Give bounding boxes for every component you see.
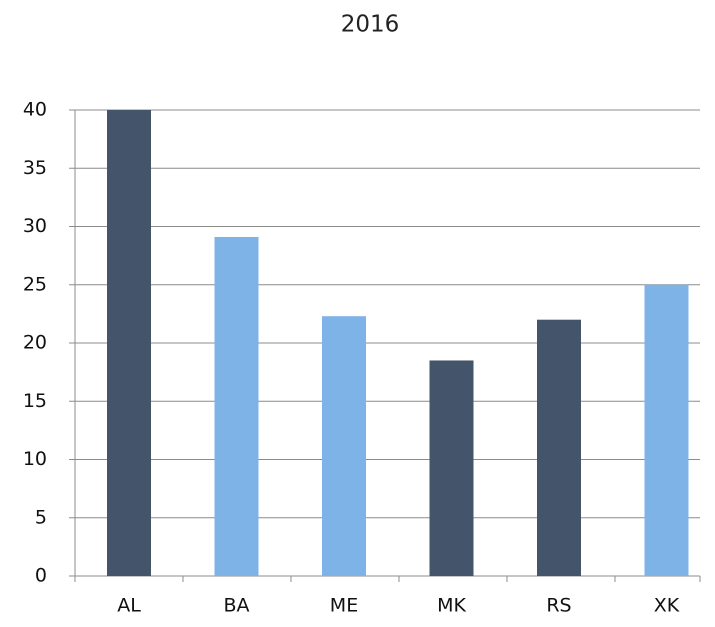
x-tick-label: ME [330,595,358,617]
y-tick-label: 35 [23,157,47,179]
bar [214,236,259,577]
bar [322,316,366,576]
chart-title: 2016 [341,12,400,38]
y-tick-label: 10 [23,448,47,470]
bar [107,110,151,576]
y-tick-label: 25 [23,273,47,295]
y-tick-label: 5 [35,506,47,528]
x-tick-label: RS [546,595,571,617]
y-tick-label: 20 [23,332,47,354]
bar [429,360,474,576]
bar [537,319,581,576]
y-tick-label: 40 [23,99,47,121]
x-tick-label: AL [117,595,141,617]
y-tick-label: 0 [35,565,47,587]
y-tick-label: 30 [23,215,47,237]
x-tick-label: XK [654,595,680,617]
bar [644,284,689,576]
x-tick-label: BA [223,595,249,617]
x-tick-label: MK [437,595,466,617]
y-tick-label: 15 [23,390,47,412]
